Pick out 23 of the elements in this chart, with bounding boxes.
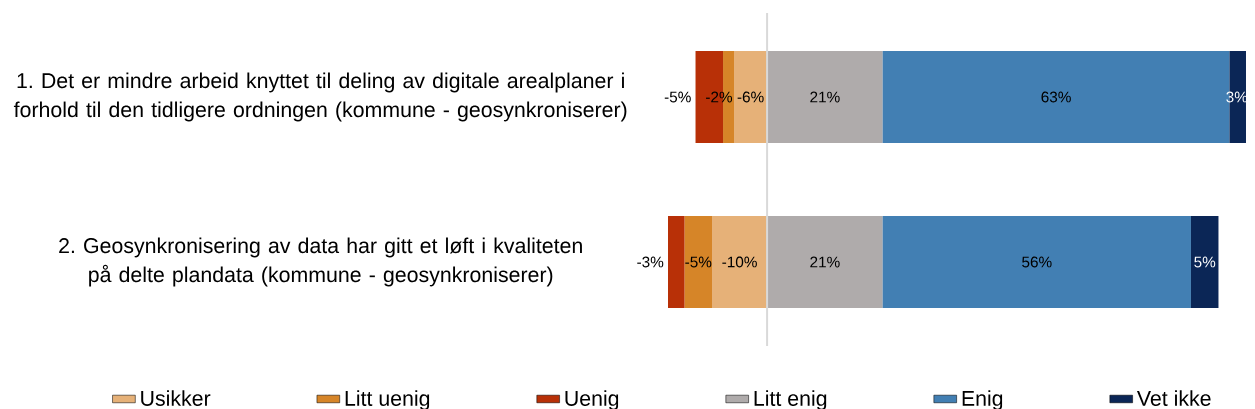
data-label: 63% [1041,91,1071,103]
data-label: 21% [810,256,840,268]
data-label: -3% [637,256,664,268]
y-tick-label: 2. Geosynkronisering av data har gitt et løft i kvaliteten på delte plandata (kommune - geosynkroniserer) [59,237,582,287]
bar [767,215,883,308]
data-label: 21% [810,91,840,103]
bar [668,215,685,308]
y-tick-label: 1. Det er mindre arbeid knyttet til deling av digitale arealplaner i forhold til den tidligere ordningen (kommune - geosynkroniserer) [13,72,627,122]
bar [767,50,883,143]
bar [882,215,1191,308]
legend-label: Usikker [141,390,211,406]
data-label: -5% [664,91,691,103]
bar [734,50,768,143]
bar [712,215,768,308]
data-label: 5% [1194,256,1216,268]
data-label: -2% [706,91,733,103]
data-label: -6% [737,91,764,103]
data-label: -5% [685,256,712,268]
bar [1190,215,1219,308]
bar [684,215,713,308]
data-label: 56% [1022,256,1052,268]
data-label: -10% [722,256,757,268]
legend-label: Vet ikke [1136,390,1211,406]
